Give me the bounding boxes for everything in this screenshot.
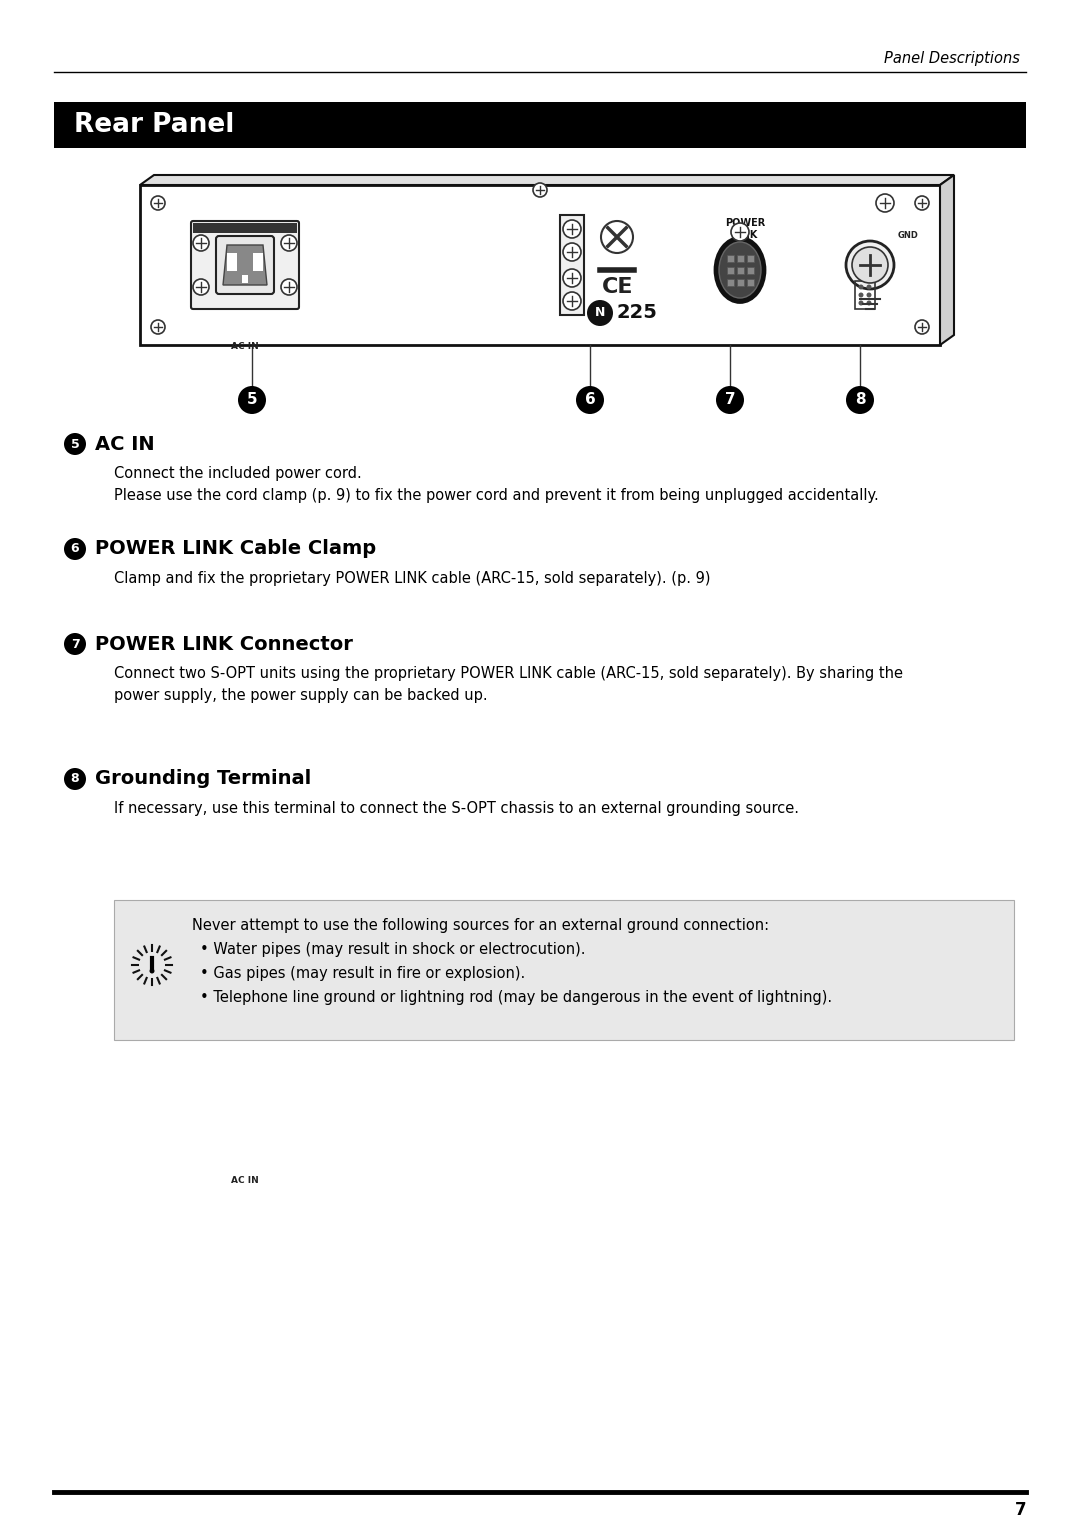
Text: 8: 8	[70, 773, 79, 785]
Bar	[727, 255, 733, 261]
Circle shape	[576, 387, 604, 414]
Circle shape	[731, 223, 750, 241]
Text: POWER
LINK: POWER LINK	[725, 219, 765, 240]
Text: 6: 6	[584, 393, 595, 408]
Text: N: N	[595, 307, 605, 319]
Bar	[737, 255, 743, 261]
Bar	[855, 281, 875, 309]
Text: Clamp and fix the proprietary POWER LINK cable (ARC-15, sold separately). (p. 9): Clamp and fix the proprietary POWER LINK…	[114, 571, 711, 587]
Text: Connect the included power cord.: Connect the included power cord.	[114, 466, 362, 481]
Text: 225: 225	[616, 304, 657, 322]
Circle shape	[859, 284, 864, 289]
Circle shape	[64, 538, 86, 559]
Text: 8: 8	[854, 393, 865, 408]
Text: 7: 7	[725, 393, 735, 408]
Text: AC IN: AC IN	[231, 1177, 259, 1186]
Bar	[737, 278, 743, 286]
Text: Please use the cord clamp (p. 9) to fix the power cord and prevent it from being: Please use the cord clamp (p. 9) to fix …	[114, 487, 879, 503]
Circle shape	[139, 952, 165, 978]
Circle shape	[534, 183, 546, 197]
Bar	[746, 278, 754, 286]
FancyBboxPatch shape	[191, 222, 299, 309]
Circle shape	[563, 269, 581, 287]
Circle shape	[193, 280, 210, 295]
Bar	[242, 275, 248, 283]
Text: • Water pipes (may result in shock or electrocution).: • Water pipes (may result in shock or el…	[200, 941, 585, 957]
Circle shape	[588, 299, 613, 325]
Circle shape	[151, 319, 165, 335]
Circle shape	[866, 292, 872, 298]
Circle shape	[64, 432, 86, 455]
Circle shape	[716, 387, 744, 414]
Circle shape	[859, 301, 864, 306]
Circle shape	[866, 301, 872, 306]
Circle shape	[238, 387, 266, 414]
Text: Panel Descriptions: Panel Descriptions	[885, 50, 1020, 66]
Text: CE: CE	[602, 277, 634, 296]
Circle shape	[64, 633, 86, 656]
Bar	[227, 254, 237, 270]
Bar	[140, 185, 940, 345]
FancyBboxPatch shape	[216, 235, 274, 293]
Circle shape	[151, 196, 165, 209]
Bar	[114, 900, 1014, 1041]
Bar	[737, 266, 743, 274]
Circle shape	[281, 280, 297, 295]
Text: 7: 7	[70, 637, 79, 651]
Circle shape	[563, 292, 581, 310]
Bar	[561, 215, 584, 315]
Ellipse shape	[719, 241, 761, 298]
Circle shape	[915, 319, 929, 335]
Bar	[193, 223, 297, 232]
Ellipse shape	[715, 237, 765, 303]
Text: Connect two S-OPT units using the proprietary POWER LINK cable (ARC-15, sold sep: Connect two S-OPT units using the propri…	[114, 666, 903, 681]
Text: POWER LINK Connector: POWER LINK Connector	[95, 634, 353, 654]
Circle shape	[563, 220, 581, 238]
Circle shape	[846, 387, 874, 414]
Bar	[253, 254, 264, 270]
Text: AC IN: AC IN	[231, 342, 259, 351]
Circle shape	[149, 969, 154, 973]
Polygon shape	[140, 176, 954, 185]
Circle shape	[876, 194, 894, 212]
Polygon shape	[222, 244, 267, 286]
Circle shape	[846, 241, 894, 289]
Text: POWER LINK Cable Clamp: POWER LINK Cable Clamp	[95, 539, 376, 559]
Polygon shape	[940, 176, 954, 345]
Text: Rear Panel: Rear Panel	[75, 112, 234, 138]
Text: AC IN: AC IN	[95, 434, 154, 454]
Circle shape	[64, 769, 86, 790]
Text: 5: 5	[246, 393, 257, 408]
Text: GND: GND	[897, 231, 919, 240]
Bar	[727, 278, 733, 286]
Circle shape	[915, 196, 929, 209]
Circle shape	[563, 243, 581, 261]
Text: If necessary, use this terminal to connect the S-OPT chassis to an external grou: If necessary, use this terminal to conne…	[114, 801, 799, 816]
Text: 7: 7	[1014, 1500, 1026, 1519]
Bar	[727, 266, 733, 274]
Text: 6: 6	[70, 542, 79, 556]
Text: Grounding Terminal: Grounding Terminal	[95, 770, 311, 788]
Circle shape	[193, 235, 210, 251]
Circle shape	[281, 235, 297, 251]
Text: power supply, the power supply can be backed up.: power supply, the power supply can be ba…	[114, 688, 488, 703]
Text: • Gas pipes (may result in fire or explosion).: • Gas pipes (may result in fire or explo…	[200, 966, 525, 981]
Bar	[746, 266, 754, 274]
Circle shape	[866, 284, 872, 289]
Circle shape	[852, 248, 888, 283]
Bar	[746, 255, 754, 261]
Bar	[54, 102, 1026, 148]
Text: 5: 5	[70, 437, 79, 451]
Text: • Telephone line ground or lightning rod (may be dangerous in the event of light: • Telephone line ground or lightning rod…	[200, 990, 832, 1005]
Circle shape	[859, 292, 864, 298]
Text: Never attempt to use the following sources for an external ground connection:: Never attempt to use the following sourc…	[192, 918, 769, 934]
